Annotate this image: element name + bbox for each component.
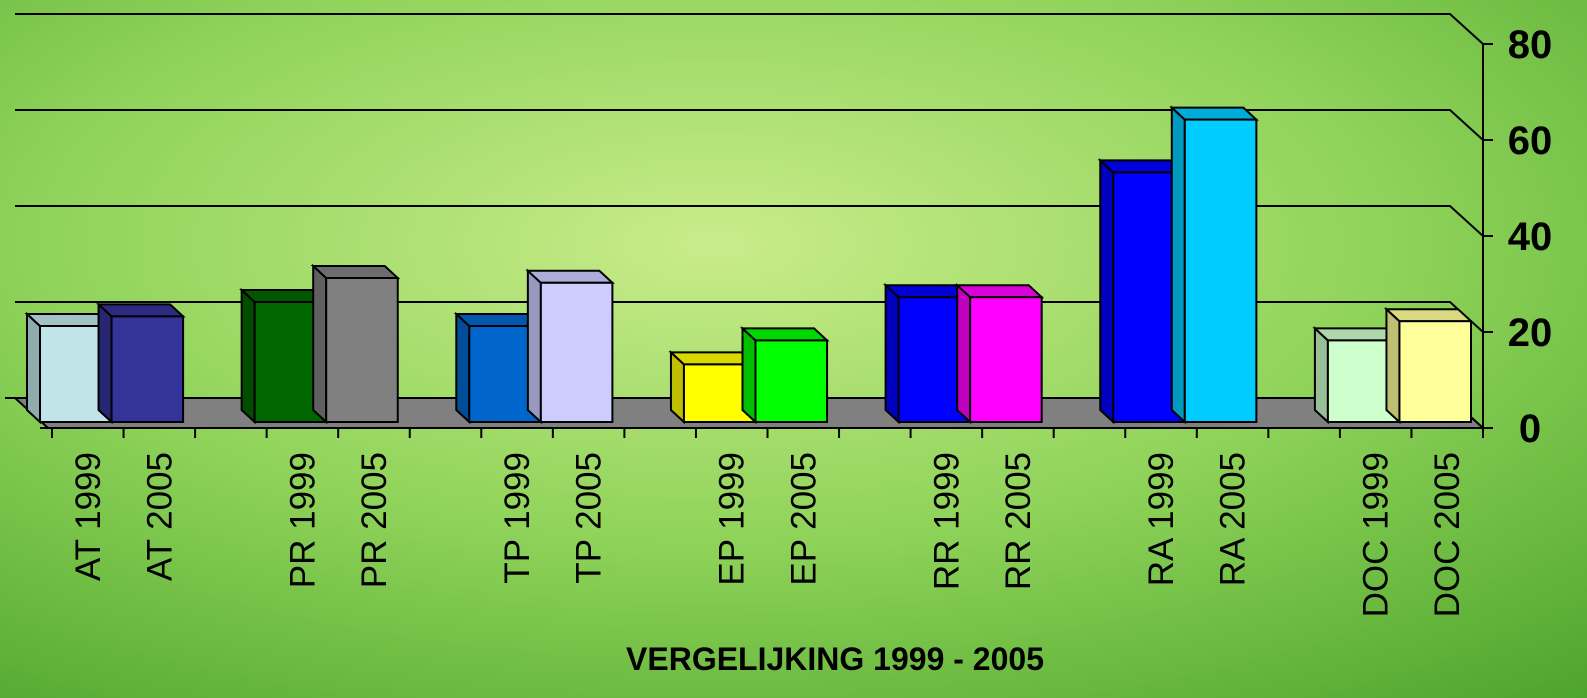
bar-side — [1385, 306, 1401, 425]
bar-side — [956, 282, 972, 425]
x-tick-label: RR 1999 — [927, 452, 966, 590]
x-tick-label: AT 1999 — [69, 452, 108, 581]
bar — [325, 277, 399, 423]
bar-top — [1383, 308, 1474, 323]
bar-side — [240, 287, 256, 425]
x-tick-label: DOC 2005 — [1428, 452, 1467, 617]
bar-side — [1170, 105, 1186, 425]
bar-top — [525, 269, 615, 284]
grid-line — [15, 205, 1493, 237]
bar-side — [312, 263, 328, 425]
bar — [110, 315, 185, 423]
y-tick-label: 60 — [1508, 119, 1553, 163]
bar-side — [526, 268, 542, 425]
bar-top — [954, 284, 1045, 299]
grid-line — [15, 13, 1493, 45]
x-tick-label: AT 2005 — [140, 452, 179, 581]
grid-line — [15, 109, 1493, 141]
x-tick-label: DOC 1999 — [1357, 452, 1396, 617]
bar-side — [26, 311, 41, 425]
x-tick-label: RA 1999 — [1142, 452, 1181, 586]
x-tick-label: EP 2005 — [784, 452, 823, 586]
y-tick-label: 20 — [1508, 311, 1553, 355]
x-tick-label: TP 1999 — [498, 452, 537, 584]
bar-side — [455, 311, 471, 425]
x-tick-label: PR 2005 — [355, 452, 394, 588]
bar-top — [739, 327, 830, 342]
bar-side — [97, 302, 113, 425]
y-tick-label: 0 — [1519, 407, 1541, 451]
chart-title: VERGELIJKING 1999 - 2005 — [626, 641, 1044, 677]
x-tick-label: TP 2005 — [570, 452, 609, 584]
bar — [1398, 320, 1472, 424]
bar-side — [1099, 158, 1115, 425]
x-tick-label: EP 1999 — [713, 452, 752, 586]
bar-top — [310, 265, 401, 279]
y-tick-label: 40 — [1508, 215, 1553, 259]
x-tick-label: PR 1999 — [283, 452, 322, 588]
bar — [1183, 118, 1258, 423]
bar — [754, 339, 829, 423]
bar — [539, 281, 614, 423]
bar-top — [1169, 106, 1259, 121]
y-tick-label: 80 — [1508, 23, 1553, 67]
x-tick-label: RA 2005 — [1214, 452, 1253, 586]
x-tick-label: RR 2005 — [999, 452, 1038, 590]
bar-side — [1313, 326, 1329, 425]
bar-side — [741, 326, 757, 425]
bar-side — [884, 282, 900, 425]
bar — [969, 296, 1043, 424]
bar-top — [95, 303, 186, 318]
